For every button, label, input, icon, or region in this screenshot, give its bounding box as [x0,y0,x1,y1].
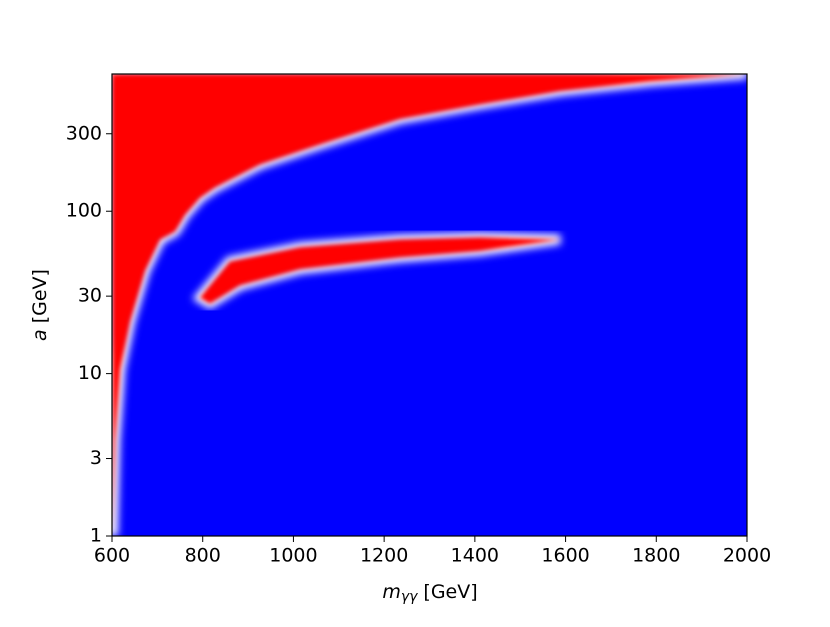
plot-frame [111,73,748,537]
x-tick-label: 1600 [541,545,589,567]
x-tick-label: 1800 [632,545,680,567]
y-tick-label: 10 [78,362,102,384]
y-tick-label: 3 [90,447,102,469]
x-label-unit: [GeV] [423,581,477,603]
x-tick-label: 800 [185,545,221,567]
y-label-unit: [GeV] [29,269,51,323]
heatmap-region [199,237,561,304]
x-tick-label: 600 [94,545,130,567]
x-tick-label: 1200 [360,545,408,567]
x-tick-label: 1400 [451,545,499,567]
y-tick-label: 1 [90,525,102,547]
heatmap-region [112,74,747,536]
y-tick-label: 100 [66,200,102,222]
x-tick-label: 2000 [723,545,771,567]
y-axis-label: a [GeV] [29,269,51,341]
x-label-subscript: γγ [401,589,418,605]
y-label-symbol: a [29,329,51,341]
x-axis-label: mγγ [GeV] [382,581,477,606]
x-tick-label: 1000 [269,545,317,567]
plot-area [112,74,747,536]
y-tick-label: 300 [66,122,102,144]
x-label-symbol: m [382,581,401,603]
y-tick-label: 30 [78,285,102,307]
